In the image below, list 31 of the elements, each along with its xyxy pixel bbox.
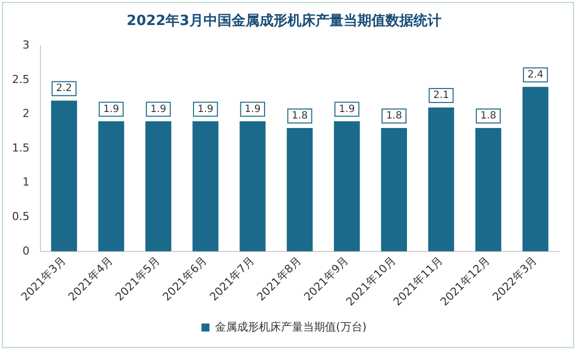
- data-label: 1.9: [150, 104, 166, 115]
- bar: [428, 107, 454, 252]
- data-label: 2.1: [433, 90, 450, 102]
- data-label: 1.8: [386, 110, 402, 122]
- y-tick-label: 1: [22, 176, 30, 189]
- bar: [192, 121, 218, 252]
- bar: [334, 121, 360, 252]
- data-label: 1.9: [244, 104, 261, 115]
- bar: [286, 128, 313, 252]
- y-tick-label: 1.5: [12, 141, 30, 154]
- bar: [381, 128, 407, 252]
- data-label: 1.8: [480, 110, 496, 122]
- data-label: 2.2: [56, 83, 72, 94]
- bar: [98, 121, 124, 252]
- bar: [475, 128, 502, 252]
- data-label: 1.9: [338, 104, 355, 115]
- chart-title: 2022年3月中国金属成形机床产量当期值数据统计: [126, 12, 442, 30]
- data-label: 1.9: [103, 104, 120, 115]
- bar: [51, 100, 78, 252]
- y-tick-label: 0: [22, 244, 30, 258]
- data-label: 2.4: [527, 70, 544, 81]
- legend-label: 金属成形机床产量当期值(万台): [214, 320, 367, 334]
- y-tick-label: 2: [22, 107, 30, 120]
- bar: [522, 86, 548, 252]
- bar: [240, 121, 266, 252]
- data-label: 1.8: [292, 110, 308, 122]
- y-tick-label: 2.5: [12, 72, 30, 86]
- bar: [145, 121, 172, 252]
- data-label: 1.9: [198, 104, 214, 115]
- y-tick-label: 0.5: [12, 210, 30, 224]
- y-tick-label: 3: [22, 38, 30, 52]
